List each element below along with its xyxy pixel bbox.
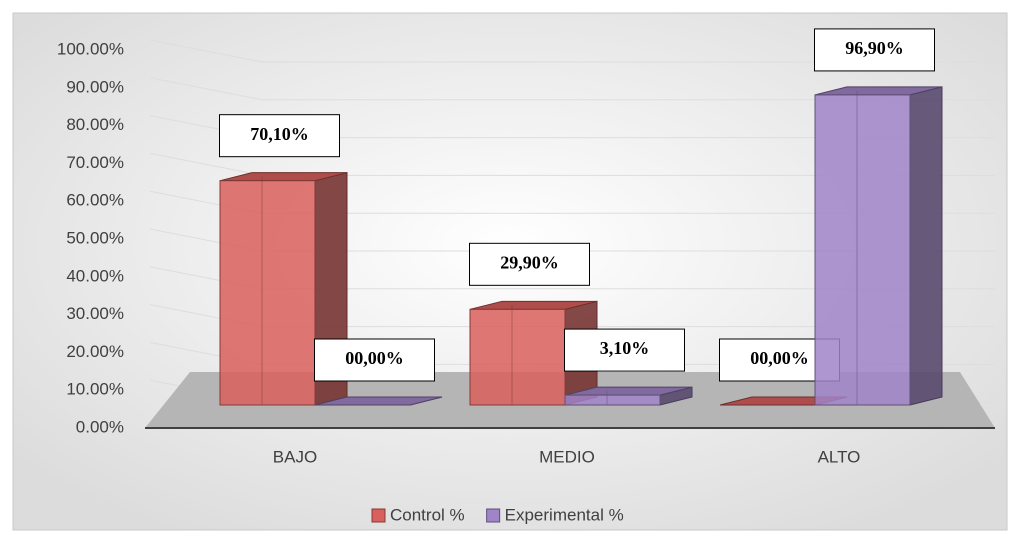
y-tick-label: 40.00% xyxy=(66,266,124,285)
value-label: 00,00% xyxy=(750,348,809,368)
y-tick-label: 100.00% xyxy=(57,39,124,58)
x-tick-label: MEDIO xyxy=(539,447,595,466)
value-label-box xyxy=(564,328,685,372)
y-tick-label: 20.00% xyxy=(66,342,124,361)
grid-line xyxy=(149,152,263,176)
x-tick-label: ALTO xyxy=(818,447,861,466)
legend-swatch xyxy=(486,508,501,523)
bar xyxy=(814,86,943,406)
bar-front xyxy=(469,308,566,406)
grid-line xyxy=(149,39,263,63)
y-tick-label: 70.00% xyxy=(66,153,124,172)
value-label-box xyxy=(469,242,590,286)
value-label-box xyxy=(814,28,935,72)
value-label: 96,90% xyxy=(845,38,904,58)
value-label: 3,10% xyxy=(600,338,650,358)
bar xyxy=(314,396,443,406)
y-tick-label: 30.00% xyxy=(66,304,124,323)
bar-front xyxy=(564,394,661,406)
value-label: 00,00% xyxy=(345,348,404,368)
legend-label: Experimental % xyxy=(505,505,624,524)
grid-line xyxy=(149,77,263,101)
legend-swatch xyxy=(371,508,386,523)
bar-front xyxy=(814,94,911,406)
y-tick-label: 80.00% xyxy=(66,115,124,134)
value-label: 29,90% xyxy=(500,252,559,272)
value-label: 70,10% xyxy=(250,124,309,144)
legend-label: Control % xyxy=(390,505,465,524)
y-tick-label: 90.00% xyxy=(66,77,124,96)
y-tick-label: 0.00% xyxy=(76,417,124,436)
bar-top xyxy=(314,396,443,406)
x-tick-label: BAJO xyxy=(273,447,317,466)
y-tick-label: 10.00% xyxy=(66,380,124,399)
bar xyxy=(564,386,693,406)
value-label-box xyxy=(314,338,435,382)
value-label-box xyxy=(219,114,340,158)
bar xyxy=(469,300,598,406)
y-tick-label: 50.00% xyxy=(66,228,124,247)
bar-front xyxy=(219,180,316,406)
bar-side xyxy=(909,86,943,406)
y-tick-label: 60.00% xyxy=(66,191,124,210)
